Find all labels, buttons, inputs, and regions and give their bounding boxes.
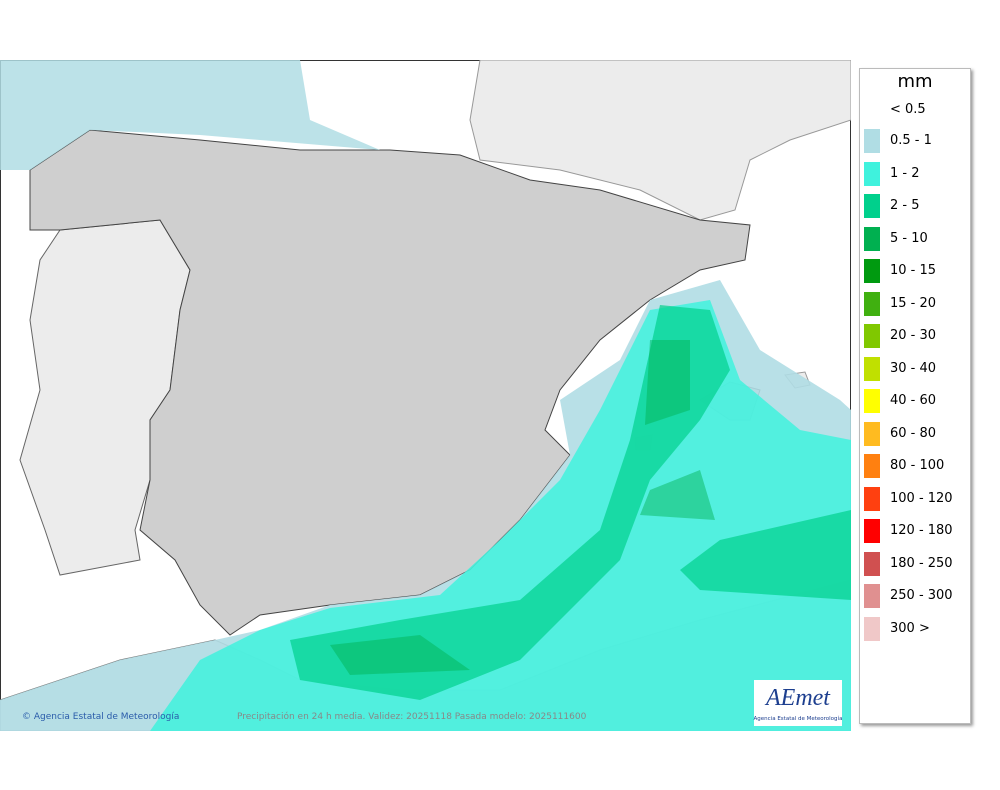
legend-swatch bbox=[864, 356, 880, 381]
legend-item: 1 - 2 bbox=[864, 161, 968, 186]
legend-title: mm bbox=[897, 71, 933, 92]
legend-label: 80 - 100 bbox=[890, 458, 945, 473]
france bbox=[469, 60, 851, 221]
caption: Precipitación en 24 h media. Validez: 20… bbox=[237, 711, 587, 722]
legend-item: 60 - 80 bbox=[864, 421, 968, 446]
rain-area bbox=[290, 305, 730, 700]
legend-label: 1 - 2 bbox=[890, 165, 920, 181]
legend-label: 60 - 80 bbox=[890, 425, 937, 441]
legend-label: 30 - 40 bbox=[890, 360, 937, 376]
legend-item: 20 - 30 bbox=[864, 324, 968, 348]
legend-label: < 0.5 bbox=[890, 102, 926, 117]
legend-item: 5 - 10 bbox=[864, 226, 968, 251]
legend-item: 10 - 15 bbox=[864, 259, 968, 283]
legend-item: 2 - 5 bbox=[864, 194, 968, 218]
legend-item: 30 - 40 bbox=[864, 356, 968, 381]
legend-swatch bbox=[864, 259, 880, 283]
legend-swatch bbox=[864, 129, 880, 153]
legend-swatch bbox=[864, 454, 880, 478]
logo: AEmet bbox=[764, 685, 831, 711]
rain-area bbox=[0, 60, 380, 170]
logo-box bbox=[754, 680, 842, 726]
legend-item: 80 - 100 bbox=[864, 454, 968, 478]
legend-label: 300 > bbox=[890, 620, 930, 636]
legend-swatch bbox=[864, 486, 880, 511]
legend-swatch bbox=[864, 584, 880, 608]
legend-label: 100 - 120 bbox=[890, 490, 953, 506]
rain-area bbox=[330, 340, 715, 675]
map: © Agencia Estatal de Meteorología Precip… bbox=[0, 60, 851, 731]
legend-swatch bbox=[864, 291, 880, 316]
legend-item: 15 - 20 bbox=[864, 291, 968, 316]
legend-item: 40 - 60 bbox=[864, 389, 968, 413]
legend-label: 0.5 - 1 bbox=[890, 133, 932, 148]
legend-item: 100 - 120 bbox=[864, 486, 968, 511]
legend-label: 15 - 20 bbox=[890, 295, 937, 311]
legend: mm < 0.5 0.5 - 1 1 - 2 2 - 5 5 - 10 10 - 15 1… bbox=[859, 68, 971, 724]
legend-swatch bbox=[864, 226, 880, 251]
logo-subtitle: Agencia Estatal de Meteorología bbox=[754, 715, 843, 722]
legend-swatch bbox=[864, 616, 880, 641]
legend-swatch bbox=[864, 161, 880, 186]
legend-item: 180 - 250 bbox=[864, 551, 968, 576]
legend-swatch bbox=[864, 389, 880, 413]
rain-area bbox=[680, 510, 851, 600]
legend-item: 0.5 - 1 bbox=[864, 129, 968, 153]
legend-label: 5 - 10 bbox=[890, 230, 928, 246]
legend-label: 10 - 15 bbox=[890, 263, 937, 278]
legend-swatch bbox=[864, 194, 880, 218]
legend-swatch bbox=[864, 324, 880, 348]
legend-label: 120 - 180 bbox=[890, 523, 953, 538]
legend-label: 2 - 5 bbox=[890, 198, 920, 213]
legend-item: 250 - 300 bbox=[864, 584, 968, 608]
legend-label: 20 - 30 bbox=[890, 328, 937, 343]
legend-swatch bbox=[864, 519, 880, 543]
credit: © Agencia Estatal de Meteorología bbox=[22, 712, 179, 722]
legend-label: 180 - 250 bbox=[890, 555, 953, 571]
legend-label: 250 - 300 bbox=[890, 588, 953, 603]
legend-swatch bbox=[864, 421, 880, 446]
legend-item: 300 > bbox=[864, 616, 968, 641]
legend-swatch bbox=[864, 551, 880, 576]
legend-item: 120 - 180 bbox=[864, 519, 968, 543]
legend-label: 40 - 60 bbox=[890, 393, 937, 408]
